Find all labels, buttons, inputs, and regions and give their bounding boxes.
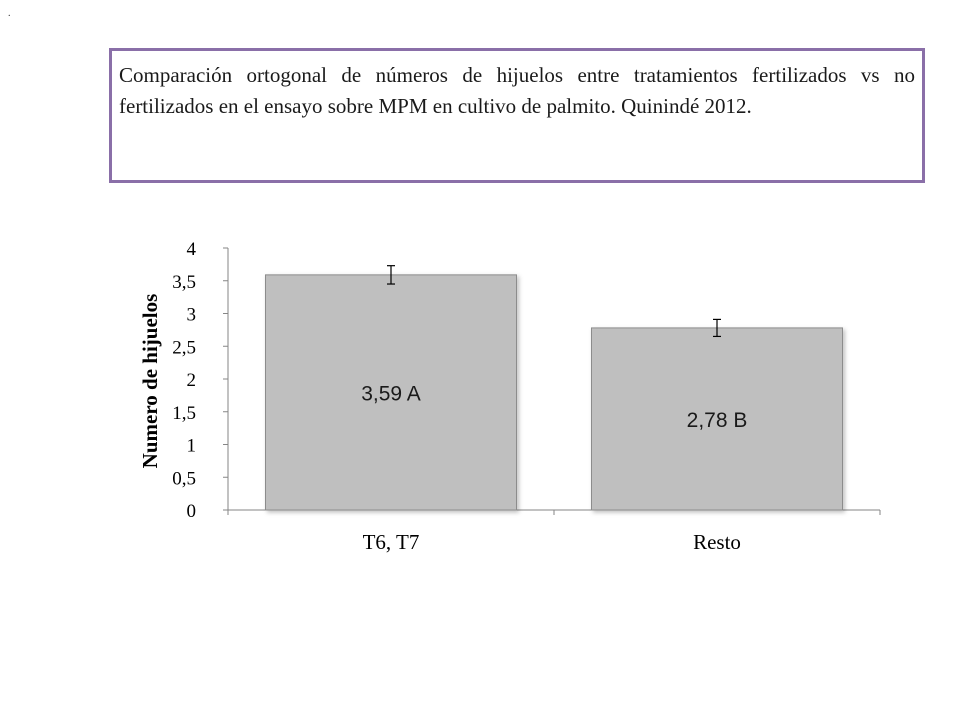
chart-labels: Numero de hijuelos 3,59 A T6, T7 2,78 B Rest… — [138, 294, 747, 554]
chart-bars — [264, 265, 844, 511]
x-category-label: Resto — [693, 530, 741, 554]
y-tick-label: 0 — [187, 501, 197, 522]
data-label: 3,59 A — [361, 382, 421, 405]
x-category-label: T6, T7 — [363, 530, 420, 554]
y-tick-label: 2,5 — [172, 337, 196, 358]
y-tick-label: 1 — [187, 436, 197, 457]
bar — [264, 274, 518, 511]
data-label: 2,78 B — [687, 409, 748, 432]
bar — [590, 327, 844, 511]
y-tick-label: 3,5 — [172, 272, 196, 293]
y-tick-label: 2 — [187, 370, 197, 391]
corner-mark: . — [8, 8, 11, 19]
y-tick-label: 3 — [187, 305, 197, 326]
y-tick-label: 1,5 — [172, 403, 196, 424]
y-tick-label: 0,5 — [172, 468, 196, 489]
caption-box: Comparación ortogonal de números de hiju… — [109, 48, 925, 183]
y-axis-title: Numero de hijuelos — [138, 294, 162, 469]
y-tick-label: 4 — [187, 239, 197, 260]
caption-text: Comparación ortogonal de números de hiju… — [119, 63, 915, 118]
